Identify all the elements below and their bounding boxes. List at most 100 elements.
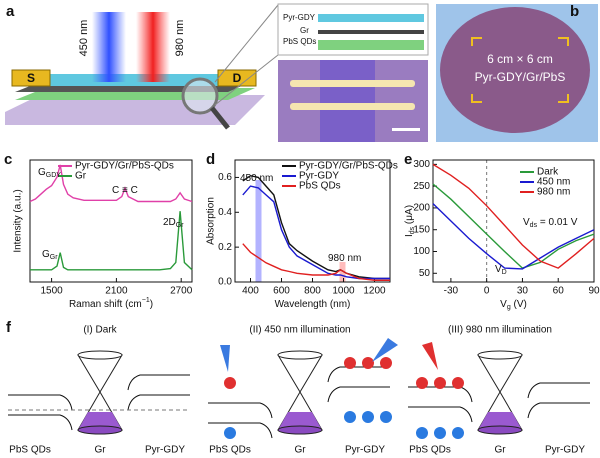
band-right (127, 374, 190, 411)
section-title: (II) 450 nm illumination (249, 325, 350, 336)
material-label: Gr (94, 445, 106, 456)
series-line (432, 163, 595, 269)
hole (344, 411, 356, 423)
x-tick-label: 2100 (105, 286, 128, 297)
label: Vds = 0.01 V (523, 217, 578, 230)
panel-f: (I) Dark PbS QDs Gr Pyr-GDY (II) 450 nm illu… (8, 325, 590, 456)
x-tick-label: 1500 (40, 286, 63, 297)
label-part: GDY (46, 172, 62, 179)
band-right (327, 366, 390, 403)
label-part: Gr (50, 254, 58, 261)
light-cone (422, 342, 438, 370)
label-part: V (500, 299, 507, 310)
x-tick-label: 1200 (363, 286, 386, 297)
layer-label: Gr (300, 26, 309, 35)
label: VD (495, 264, 507, 277)
flake (320, 60, 375, 142)
label-part: (μA) (404, 205, 415, 227)
red-beam (136, 12, 170, 82)
pbs-row (318, 40, 424, 50)
label-part: (V) (511, 299, 527, 310)
x-tick-label: 600 (273, 286, 290, 297)
legend-label: Dark (537, 167, 559, 178)
material-label: Pyr-GDY (345, 445, 385, 456)
label-part: Wavelength (nm) (275, 299, 351, 310)
series-line (242, 185, 390, 280)
cone-top (77, 350, 123, 360)
cone-top (477, 350, 523, 360)
label: Raman shift (cm−1) (69, 297, 153, 309)
y-label: Absorption (206, 197, 217, 245)
legend-label: Gr (75, 171, 87, 182)
series-line (242, 243, 390, 281)
label: 2DGr (163, 217, 184, 230)
electron (224, 377, 236, 389)
label-part: Gr (176, 222, 184, 229)
layer-label: PbS QDs (283, 37, 316, 46)
corner-marks (471, 37, 569, 103)
material-label: Pyr-GDY (545, 445, 585, 456)
section-title: (III) 980 nm illumination (448, 325, 552, 336)
material-label: PbS QDs (409, 445, 451, 456)
label-part: G (42, 249, 50, 260)
blue-beam (92, 12, 126, 82)
hole (452, 427, 464, 439)
y-tick-label: 100 (413, 246, 430, 257)
label: GGDY (38, 167, 61, 180)
x-tick-label: 0 (484, 286, 490, 297)
label-part: ds (530, 222, 538, 229)
y-tick-label: 300 (413, 159, 430, 170)
plot-frame (432, 159, 595, 283)
panel-a: S D 450 nm 980 nm Pyr-GDY Gr PbS QDs (5, 3, 429, 142)
beam-label: 450 nm (78, 20, 90, 57)
label-part: ) (150, 299, 153, 310)
y-tick-label: 200 (413, 203, 430, 214)
wafer-size: 6 cm × 6 cm (487, 52, 553, 66)
panel-b: 6 cm × 6 cm Pyr-GDY/Gr/PbS (436, 4, 598, 142)
zoom-line (214, 54, 279, 106)
hole (224, 427, 236, 439)
cone-bottom (277, 425, 323, 435)
electron (416, 377, 428, 389)
band-left (8, 394, 73, 431)
label-part: G (38, 167, 46, 178)
magnifier (181, 77, 219, 115)
series-line (432, 203, 595, 270)
band-right (527, 382, 590, 419)
light-cone (220, 345, 230, 372)
panel-label: c (4, 151, 12, 168)
zoom-line (214, 4, 279, 83)
electrode-label: D (233, 71, 242, 85)
cone-fill (478, 412, 522, 430)
label-part: Raman shift (cm (69, 299, 142, 310)
band-left (208, 402, 273, 439)
label: 980 nm (328, 253, 361, 264)
y-tick-label: 0.6 (218, 172, 232, 183)
panel-label: d (206, 151, 215, 168)
label-part: 450 nm (240, 173, 273, 184)
material-label: PbS QDs (209, 445, 251, 456)
legend-label: Pyr-GDY/Gr/PbS-QDs (75, 161, 174, 172)
y-label: Intensity (a.u.) (13, 189, 24, 252)
label: 450 nm (240, 173, 273, 184)
label-part: 2D (163, 217, 176, 228)
band-980 (339, 262, 346, 282)
light-cone (372, 338, 398, 362)
label-part: D (502, 269, 507, 276)
cone-bottom (77, 425, 123, 435)
cone-top (277, 350, 323, 360)
label: Ids (μA) (404, 205, 417, 237)
electron (452, 377, 464, 389)
panel-label: a (6, 3, 15, 20)
electrode-label: S (27, 71, 35, 85)
series-line (432, 183, 595, 269)
y-tick-label: 0.0 (218, 277, 232, 288)
material-label: Gr (294, 445, 306, 456)
hole (380, 411, 392, 423)
electrode-strip (290, 103, 415, 110)
label: Vg (V) (500, 299, 527, 312)
hole (362, 411, 374, 423)
label-part: −1 (142, 297, 150, 304)
panel-label: e (404, 151, 412, 168)
x-tick-label: 30 (517, 286, 529, 297)
